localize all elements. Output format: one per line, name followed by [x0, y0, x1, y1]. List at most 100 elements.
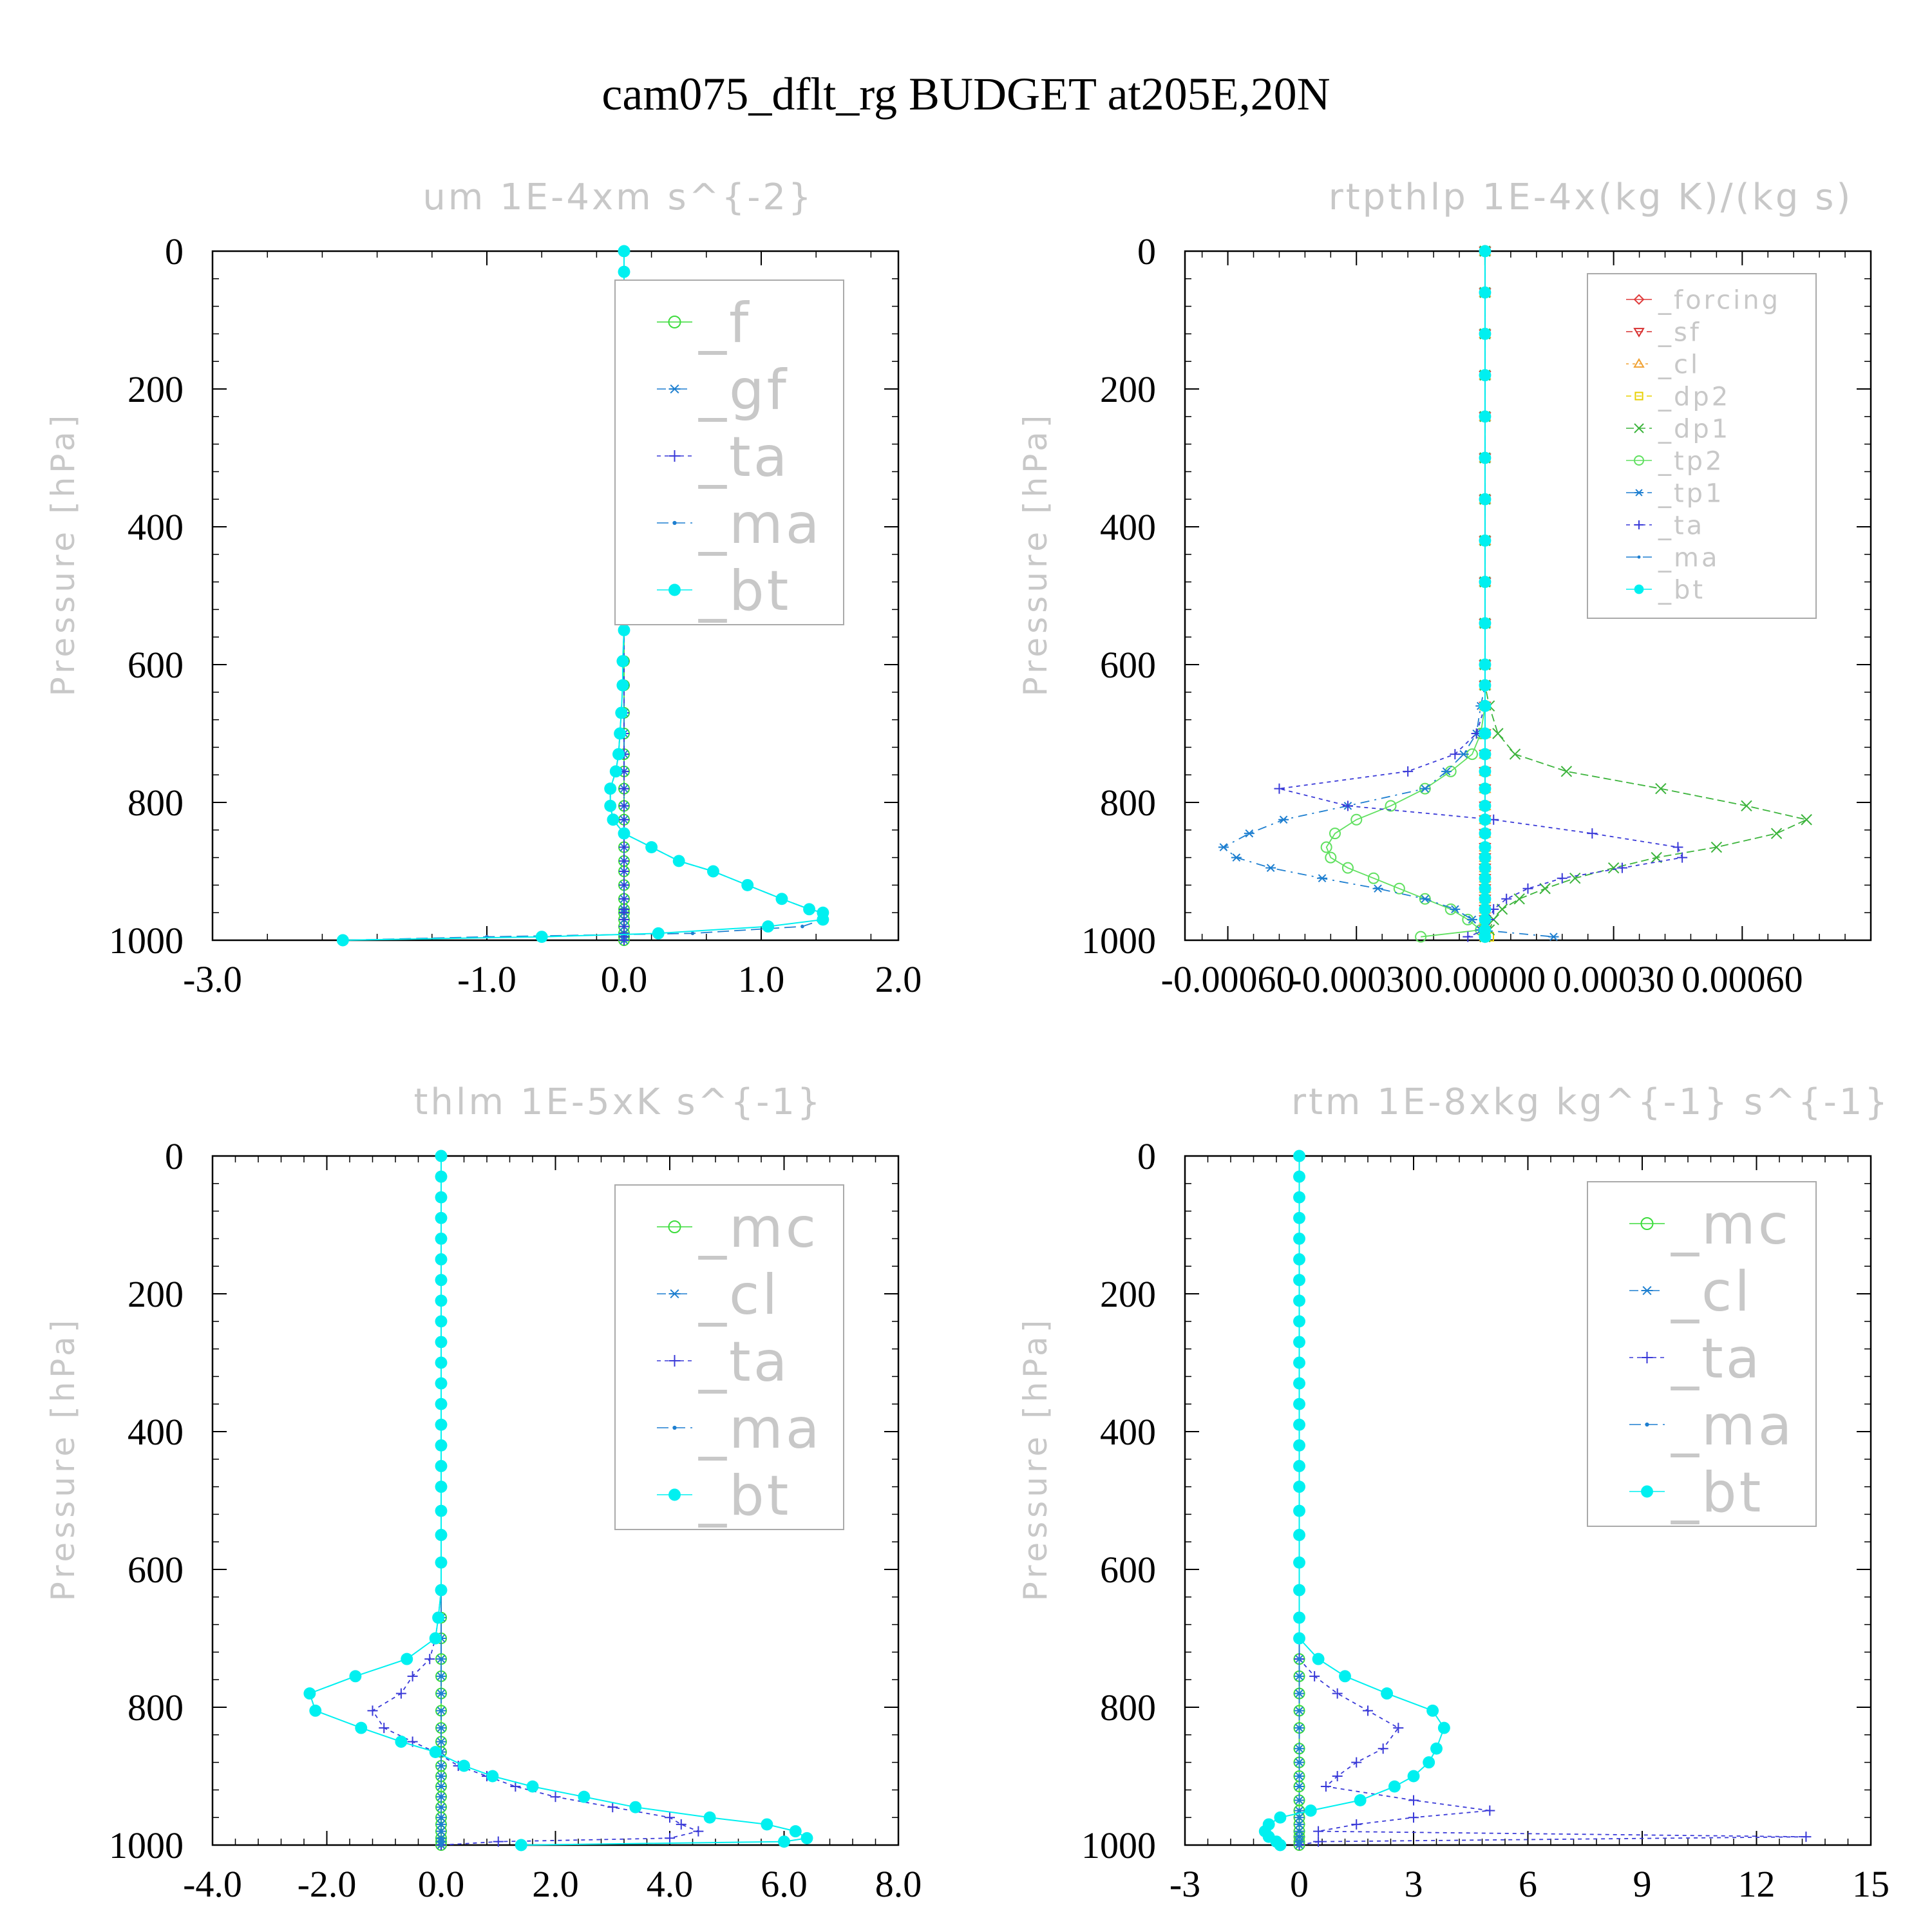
data-point — [1385, 800, 1397, 812]
data-point — [1293, 1274, 1305, 1287]
data-point — [1293, 1315, 1305, 1328]
legend-item: _bt — [657, 1464, 788, 1528]
data-point — [1293, 1584, 1305, 1596]
data-point — [1479, 493, 1492, 506]
data-point — [619, 800, 629, 811]
panel-title: rtm 1E-8xkg kg^{-1} s^{-1} — [1291, 1081, 1890, 1123]
legend-marker — [1634, 455, 1644, 466]
data-point — [1297, 1829, 1302, 1833]
data-point — [309, 1704, 322, 1717]
data-point — [526, 1780, 539, 1793]
data-point — [1312, 1653, 1325, 1665]
data-point — [1479, 893, 1492, 905]
legend-label: _tp2 — [1658, 446, 1725, 476]
legend-item: _bt — [657, 559, 788, 623]
legend-marker — [668, 384, 681, 394]
y-tick-label: 600 — [1100, 1549, 1156, 1591]
data-point — [435, 1377, 448, 1390]
legend-label: _ta — [1671, 1327, 1762, 1391]
legend-marker — [1641, 1485, 1653, 1498]
legend-item: _tp1 — [1626, 478, 1722, 508]
y-tick-label: 600 — [128, 644, 184, 686]
legend: _mc_cl_ta_ma_bt — [1587, 1181, 1817, 1527]
data-point — [1293, 1356, 1305, 1369]
x-tick-label: 0.00060 — [1681, 958, 1803, 1000]
legend-label: _ma — [1658, 543, 1719, 573]
data-point — [1297, 1823, 1302, 1826]
x-tick-label: 12 — [1738, 1863, 1776, 1905]
data-point — [367, 1705, 378, 1716]
data-point — [1569, 872, 1581, 884]
data-point — [1329, 828, 1341, 840]
data-point — [1332, 1771, 1343, 1781]
data-point — [1297, 1709, 1302, 1713]
data-point — [435, 1150, 448, 1162]
data-point — [607, 1802, 618, 1813]
data-point — [1479, 903, 1492, 916]
data-point — [1677, 852, 1688, 863]
y-tick-label: 1000 — [1081, 1824, 1156, 1866]
data-point — [439, 1815, 443, 1819]
data-point — [645, 841, 658, 854]
y-tick-label: 1000 — [109, 920, 184, 961]
legend-item: _mc — [1629, 1193, 1788, 1257]
data-point — [435, 1336, 448, 1349]
series-bt — [1258, 1150, 1450, 1852]
data-point — [355, 1721, 368, 1734]
series-tp1 — [1218, 247, 1559, 941]
data-point — [616, 655, 629, 668]
data-point — [435, 1397, 448, 1410]
data-point — [604, 782, 617, 795]
data-point — [619, 783, 629, 794]
data-point — [1218, 843, 1229, 851]
y-axis-label: Pressure [hPa] — [44, 412, 82, 697]
y-tick-label: 600 — [128, 1549, 184, 1591]
plot-area: -4.0 -2.0 0.0 2.0 4.0 6.0 8.0 0 200 400 600 800 1000… — [109, 1135, 922, 1905]
data-point — [1278, 815, 1289, 824]
legend-box — [614, 279, 844, 625]
y-tick-label: 800 — [1100, 1687, 1156, 1728]
legend-marker — [1637, 555, 1641, 559]
y-tick-label: 0 — [1137, 1135, 1156, 1177]
legend-label: _ta — [698, 425, 790, 489]
plot-area: -3 0 3 6 9 12 15 0 200 400 600 800 1000 _mc_cl_ta_ma_… — [1081, 1135, 1889, 1905]
data-point — [1393, 1723, 1404, 1734]
x-tick-label: 8.0 — [875, 1863, 922, 1905]
y-tick-label: 1000 — [1081, 920, 1156, 961]
data-point — [1265, 864, 1276, 872]
data-point — [619, 866, 629, 876]
data-point — [1426, 1704, 1439, 1717]
data-point — [618, 265, 630, 278]
series-bt — [1479, 245, 1492, 943]
legend: _f_gf_ta_ma_bt — [614, 279, 844, 625]
x-tick-label: 2.0 — [875, 958, 922, 1000]
y-tick-label: 800 — [1100, 782, 1156, 824]
data-point — [1293, 1397, 1305, 1410]
legend-item: _dp2 — [1626, 382, 1730, 412]
data-point — [1388, 1780, 1401, 1793]
y-axis-label: Pressure [hPa] — [44, 1316, 82, 1602]
series-tp2 — [1320, 245, 1491, 943]
data-point — [629, 1801, 642, 1814]
data-point — [1419, 895, 1430, 904]
x-tick-label: 6.0 — [761, 1863, 808, 1905]
data-point — [435, 1460, 448, 1472]
data-point — [439, 1785, 443, 1788]
data-point — [303, 1687, 316, 1700]
legend-label: _dp1 — [1658, 414, 1730, 444]
data-point — [379, 1723, 390, 1734]
legend-label: _dp2 — [1658, 382, 1730, 412]
data-point — [1293, 1253, 1305, 1265]
data-point — [803, 903, 816, 916]
data-point — [1479, 765, 1492, 778]
legend-marker — [1633, 294, 1645, 305]
data-point — [618, 245, 630, 258]
data-point — [435, 1356, 448, 1369]
data-point — [618, 624, 630, 636]
data-point — [1492, 728, 1504, 739]
data-point — [439, 1836, 443, 1841]
legend-label: _gf — [698, 358, 789, 422]
data-point — [439, 1709, 443, 1713]
data-point — [761, 1818, 773, 1831]
data-point — [1320, 841, 1332, 853]
